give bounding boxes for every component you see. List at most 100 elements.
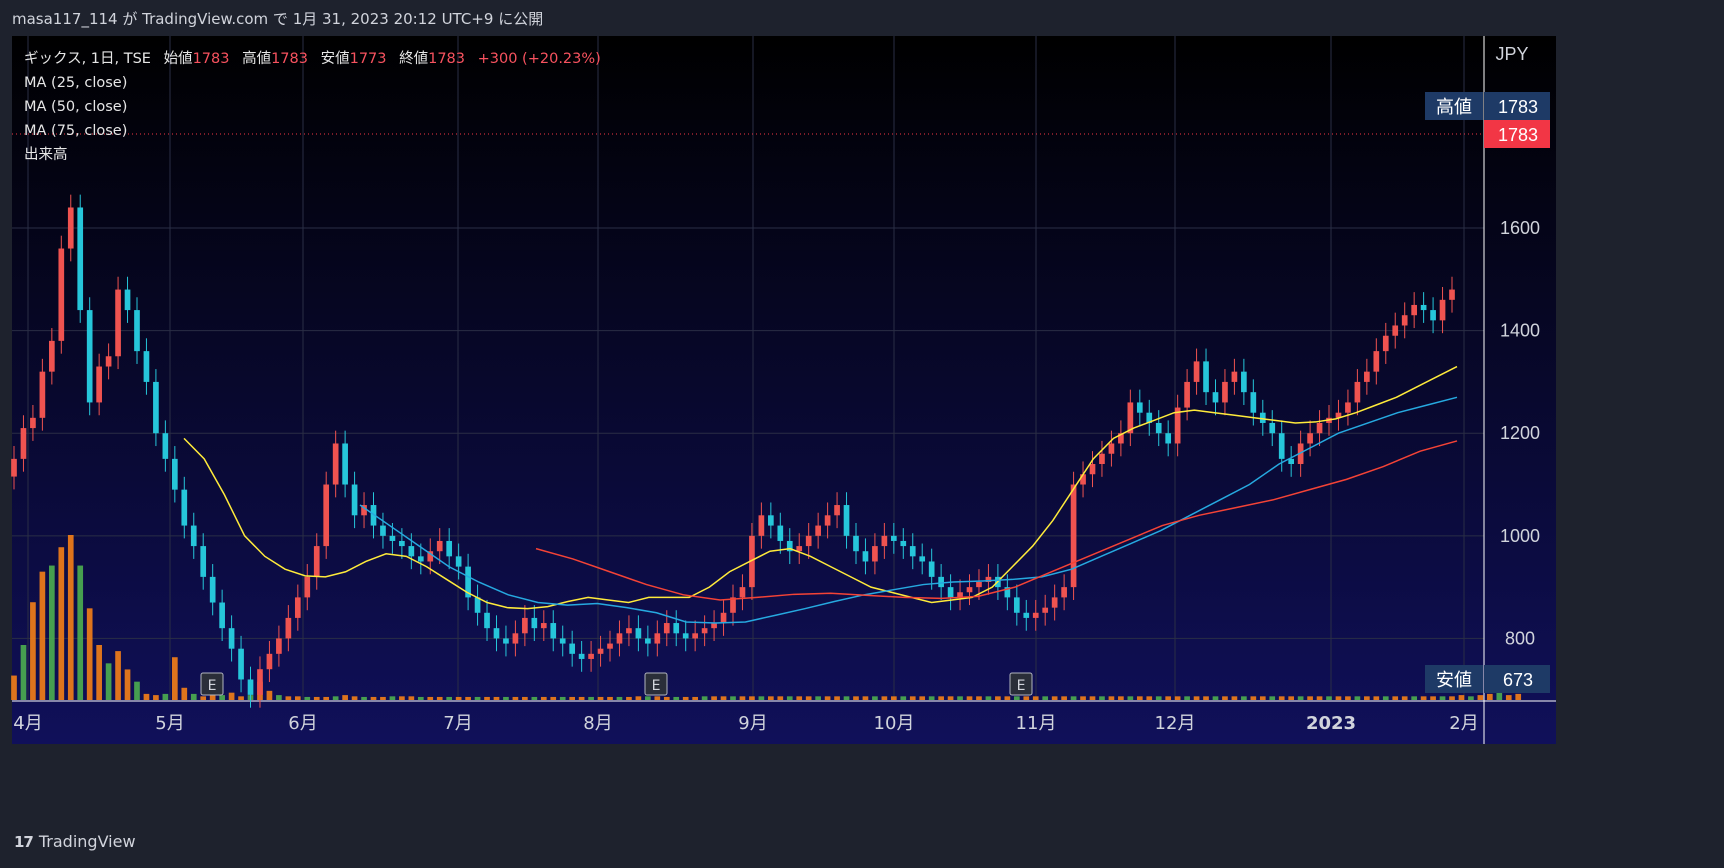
volume-bar: [1288, 696, 1295, 700]
chart-publish-header: masa117_114 が TradingView.com で 1月 31, 2…: [12, 8, 543, 29]
volume-bar: [1259, 696, 1266, 700]
legend-ma75[interactable]: MA (75, close): [24, 123, 128, 139]
candle-body: [465, 566, 471, 598]
volume-bar: [1108, 696, 1115, 700]
volume-bar: [1222, 696, 1228, 700]
publish-info: masa117_114 が TradingView.com で 1月 31, 2…: [12, 10, 544, 28]
currency-label: JPY: [1495, 44, 1528, 64]
x-tick-label: 4月: [13, 713, 42, 734]
candle-body: [313, 546, 320, 577]
y-tick-label: 1200: [1500, 423, 1540, 443]
candle-body: [569, 643, 576, 654]
candle-body: [408, 546, 415, 557]
candle-body: [124, 289, 131, 311]
candle-body: [786, 540, 793, 552]
volume-bar: [313, 696, 320, 700]
volume-bar: [1193, 696, 1200, 700]
candle-body: [474, 597, 481, 613]
candle-body: [559, 638, 566, 644]
price-tag-value: 1783: [1498, 97, 1538, 117]
candle-body: [720, 612, 727, 624]
volume-bar: [909, 696, 916, 700]
volume-bar: [1382, 696, 1389, 700]
volume-bar: [200, 696, 207, 700]
volume-bar: [985, 696, 992, 700]
volume-bar: [380, 696, 386, 700]
volume-bar: [1316, 696, 1323, 700]
volume-bar: [559, 696, 566, 700]
candle-body: [30, 417, 36, 429]
volume-bar: [1430, 696, 1436, 700]
candle-body: [1364, 371, 1370, 382]
legend-volume[interactable]: 出来高: [24, 147, 68, 163]
volume-bar: [947, 696, 954, 700]
volume-bar: [1155, 696, 1162, 700]
volume-bar: [1061, 696, 1067, 700]
x-tick-label: 8月: [583, 713, 612, 734]
volume-bar: [890, 696, 897, 700]
chart-background: [12, 36, 1556, 744]
y-tick-label: 1000: [1500, 526, 1540, 546]
candle-body: [1241, 371, 1247, 393]
candle-body: [928, 561, 935, 577]
candle-body: [1184, 381, 1190, 408]
volume-bar: [370, 696, 377, 700]
candle-body: [626, 628, 632, 634]
price-tag-value-bg: [1484, 665, 1550, 693]
volume-bar: [1364, 696, 1370, 700]
volume-bar: [796, 696, 803, 700]
legend-symbol[interactable]: ギックス, 1日, TSE: [24, 51, 151, 67]
candle-body: [39, 371, 46, 418]
candle-body: [493, 628, 500, 639]
x-tick-label: 9月: [738, 713, 767, 734]
legend-low-value: 1773: [349, 51, 387, 67]
volume-bar: [1146, 696, 1153, 700]
candle-body: [796, 546, 803, 552]
candle-body: [105, 356, 112, 367]
volume-bar: [276, 695, 282, 700]
volume-bar: [1354, 696, 1361, 700]
volume-bar: [436, 696, 443, 700]
legend-ma50[interactable]: MA (50, close): [24, 99, 128, 115]
candle-body: [947, 587, 954, 598]
legend-ma25[interactable]: MA (25, close): [24, 75, 128, 91]
candle-body: [1354, 381, 1361, 403]
volume-bar: [957, 696, 963, 700]
candle-body: [578, 653, 585, 659]
candle-body: [862, 551, 869, 562]
candle-body: [361, 505, 367, 516]
candle-body: [881, 535, 888, 547]
candle-body: [1269, 422, 1276, 434]
volume-bar: [124, 669, 131, 700]
candle-body: [49, 340, 55, 372]
price-tag-value: 1783: [1498, 125, 1538, 145]
volume-bar: [1477, 695, 1484, 700]
volume-bar: [692, 696, 698, 700]
candle-body: [673, 623, 680, 634]
volume-bar: [550, 696, 557, 700]
volume-bar: [1013, 696, 1020, 700]
volume-bar: [701, 696, 708, 700]
volume-bar: [58, 547, 65, 700]
x-tick-label: 2023: [1306, 713, 1356, 734]
candle-body: [1061, 587, 1067, 598]
candle-body: [815, 525, 821, 536]
volume-bar: [77, 565, 84, 700]
candle-body: [1316, 422, 1323, 434]
ma50-line: [359, 396, 1458, 624]
price-tag-label: 高値: [1436, 97, 1472, 118]
candle-body: [342, 443, 348, 485]
candle-body: [654, 633, 661, 644]
volume-bar: [900, 696, 907, 700]
volume-bar: [389, 696, 396, 700]
volume-bar: [484, 696, 490, 700]
candle-body: [58, 248, 65, 341]
candle-body: [1032, 612, 1039, 618]
volume-bar: [1241, 696, 1247, 700]
volume-bar: [843, 696, 850, 700]
candle-body: [115, 289, 121, 357]
candle-body: [1155, 422, 1162, 434]
candle-body: [1212, 392, 1219, 403]
footer-brand: 𝟭𝟳 TradingView: [14, 832, 136, 851]
